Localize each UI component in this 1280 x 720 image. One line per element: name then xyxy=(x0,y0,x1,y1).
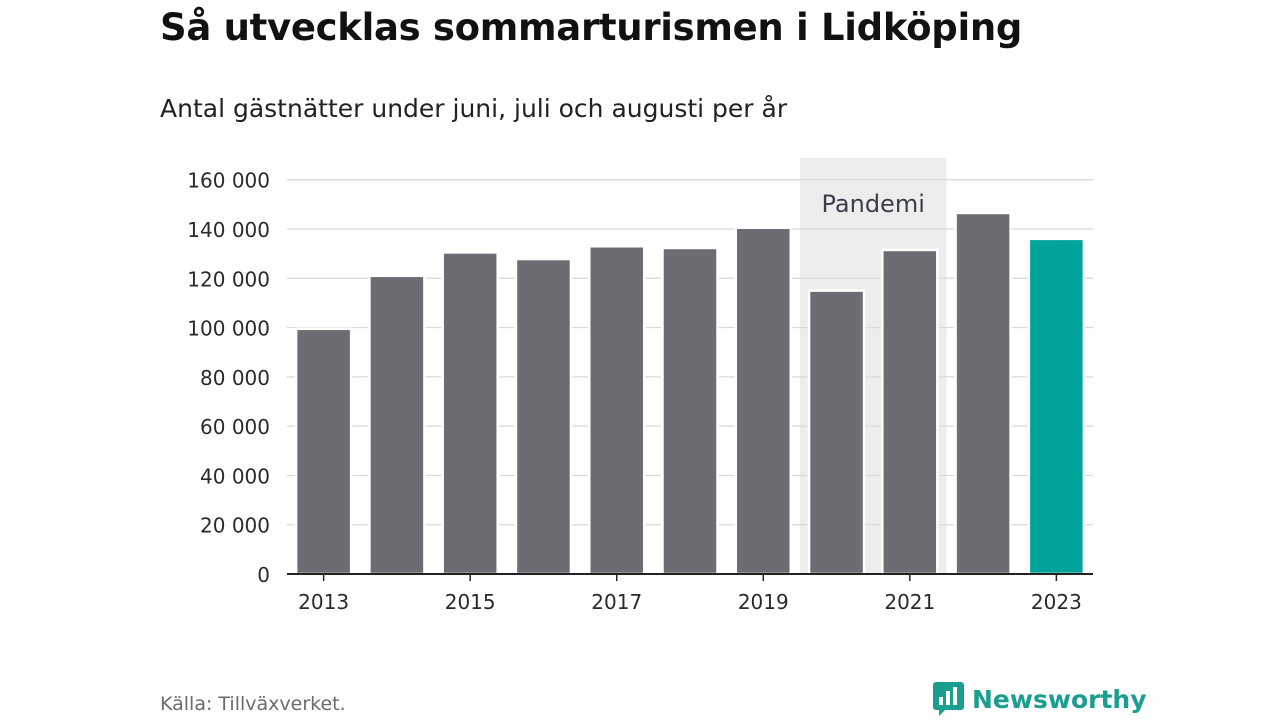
bar xyxy=(441,251,499,576)
y-tick-label: 120 000 xyxy=(187,267,270,291)
bar xyxy=(881,248,939,576)
bar xyxy=(587,245,646,576)
y-tick-label: 140 000 xyxy=(187,218,270,242)
x-tick-label: 2019 xyxy=(738,590,789,614)
brand-name: Newsworthy xyxy=(972,684,1147,714)
bar xyxy=(661,246,719,576)
bar xyxy=(807,289,866,576)
chart-title: Så utvecklas sommarturismen i Lidköping xyxy=(160,6,1023,49)
bar-chart-speech-bubble-icon xyxy=(933,682,964,716)
x-tick-label: 2017 xyxy=(591,590,642,614)
source-note: Källa: Tillväxverket. xyxy=(160,693,346,715)
y-tick-label: 80 000 xyxy=(200,366,270,390)
bar xyxy=(368,274,426,576)
chart-subtitle: Antal gästnätter under juni, juli och au… xyxy=(160,94,788,123)
bar xyxy=(954,211,1012,576)
bar xyxy=(734,226,793,576)
bar xyxy=(514,257,573,576)
annotation-label: Pandemi xyxy=(822,190,925,218)
x-tick-label: 2015 xyxy=(445,590,496,614)
brand-logo: Newsworthy xyxy=(933,682,1147,716)
y-tick-label: 20 000 xyxy=(200,514,270,538)
x-tick-label: 2021 xyxy=(884,590,935,614)
y-tick-label: 0 xyxy=(257,563,270,587)
x-tick-label: 2023 xyxy=(1031,590,1082,614)
y-tick-label: 40 000 xyxy=(200,464,270,488)
y-tick-label: 160 000 xyxy=(187,169,270,193)
y-tick-label: 60 000 xyxy=(200,415,270,439)
bar-chart: 0 20 000 40 000 60 000 80 000 100 000 120 000 1… xyxy=(187,158,1093,614)
bar-highlight xyxy=(1027,237,1086,576)
bar xyxy=(294,327,353,576)
y-tick-label: 100 000 xyxy=(187,317,270,341)
x-tick-label: 2013 xyxy=(298,590,349,614)
